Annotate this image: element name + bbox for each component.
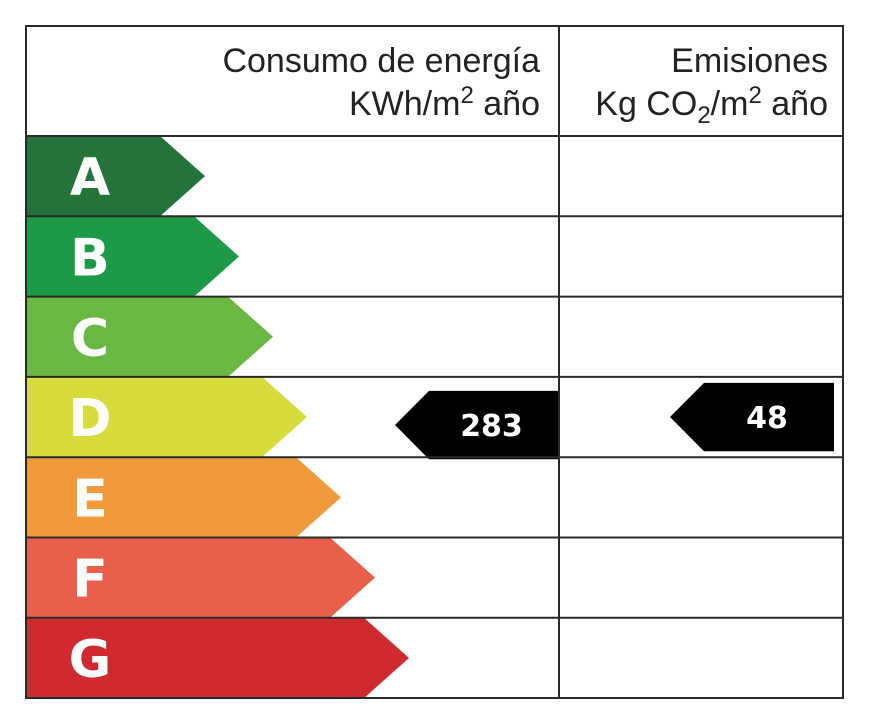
emisiones-marker xyxy=(670,382,834,452)
consumo-marker xyxy=(395,390,558,460)
class-arrow-f xyxy=(26,537,375,618)
class-arrow-e xyxy=(26,457,341,538)
emisiones-title: Emisiones xyxy=(671,42,828,80)
value-markers: 283 48 xyxy=(395,382,834,460)
table-border xyxy=(25,25,844,699)
emisiones-value: 48 xyxy=(746,401,788,436)
class-letter-e: E xyxy=(72,469,108,529)
class-letter-g: G xyxy=(69,630,112,690)
consumo-unit: KWh/m2 año xyxy=(349,82,540,123)
class-letter-c: C xyxy=(71,309,109,369)
class-arrow-b xyxy=(26,216,239,297)
class-arrow-c xyxy=(26,296,273,377)
class-arrow-g xyxy=(26,617,409,699)
class-letter-a: A xyxy=(70,148,110,208)
class-letter-b: B xyxy=(70,228,110,288)
class-letter-f: F xyxy=(72,550,108,610)
consumo-title: Consumo de energía xyxy=(222,42,540,80)
table-grid xyxy=(25,25,844,699)
emisiones-unit: Kg CO2/m2 año xyxy=(595,82,828,129)
class-letter-d: D xyxy=(68,389,111,449)
consumo-value: 283 xyxy=(460,409,523,444)
class-arrow-a xyxy=(26,136,205,217)
class-arrow-d xyxy=(26,376,307,458)
